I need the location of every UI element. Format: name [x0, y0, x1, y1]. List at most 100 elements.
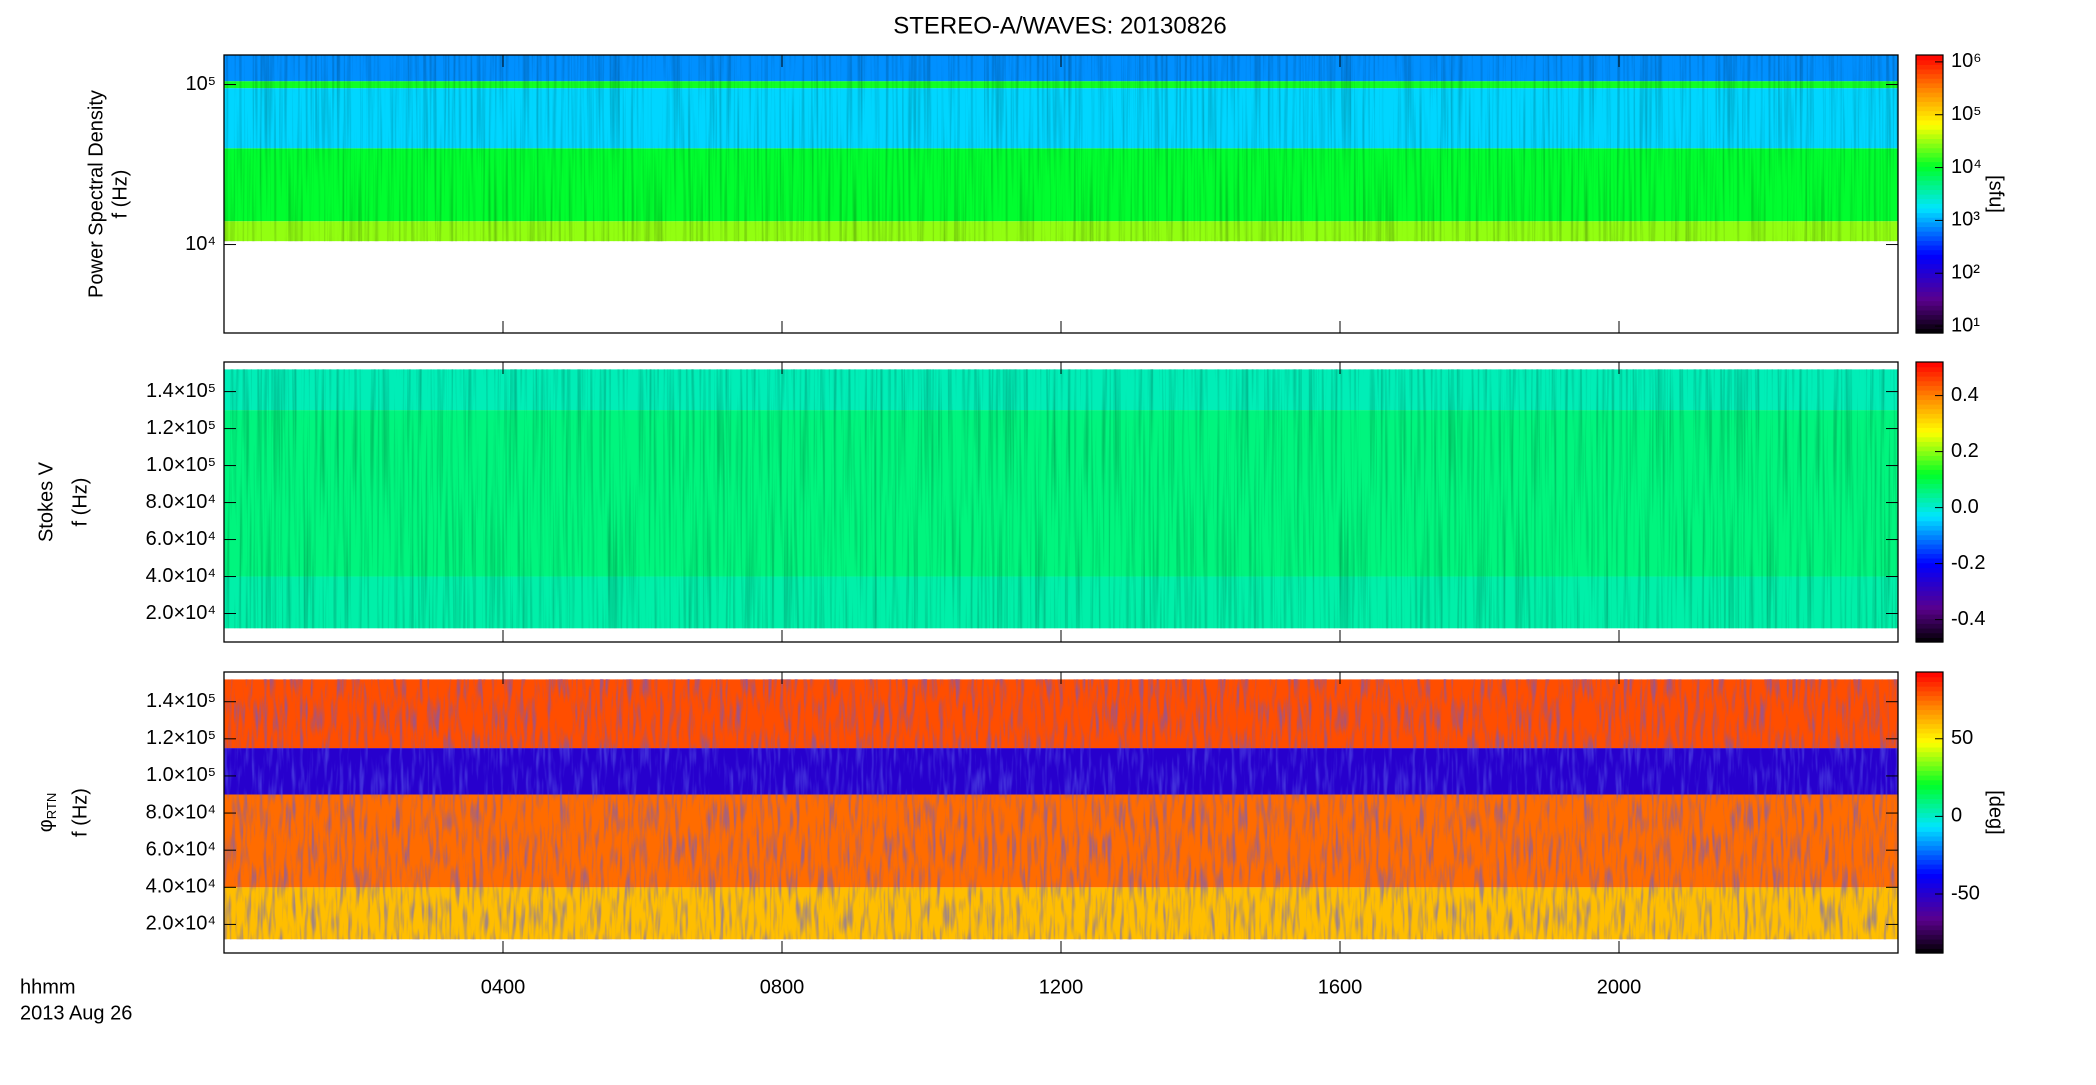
- colorbar-cell: [1916, 362, 1943, 368]
- title: STEREO-A/WAVES: 20130826: [893, 12, 1226, 39]
- x-tick-label: 2000: [1597, 976, 1642, 998]
- colorbar-cell: [1916, 637, 1943, 643]
- y-tick-label: 4.0×10⁴: [146, 876, 216, 898]
- colorbar-cell: [1916, 686, 1943, 692]
- colorbar-cell: [1916, 212, 1943, 218]
- colorbar-cell: [1916, 623, 1943, 629]
- colorbar-cell: [1916, 878, 1943, 884]
- colorbar-cell: [1916, 751, 1943, 757]
- colorbar-cell: [1916, 170, 1943, 177]
- date-label: 2013 Aug 26: [20, 1002, 132, 1024]
- colorbar-cell: [1916, 323, 1943, 329]
- colorbar-tick-label: 0.2: [1951, 440, 1979, 462]
- y-tick-label: 1.2×10⁵: [146, 417, 216, 439]
- colorbar-cell: [1916, 695, 1943, 701]
- colorbar-cell: [1916, 553, 1943, 559]
- colorbar-cell: [1916, 119, 1943, 126]
- colorbar-cell: [1916, 502, 1943, 508]
- colorbar-cell: [1916, 124, 1943, 130]
- y-tick-label: 10⁴: [185, 233, 216, 255]
- colorbar-cell: [1916, 478, 1943, 484]
- colorbar-cell: [1916, 492, 1943, 498]
- colorbar-cell: [1916, 910, 1943, 917]
- colorbar-cell: [1916, 628, 1943, 634]
- colorbar-cell: [1916, 249, 1943, 255]
- colorbar-cell: [1916, 376, 1943, 382]
- colorbar-cell: [1916, 525, 1943, 531]
- colorbar-cell: [1916, 469, 1943, 475]
- y-tick-label: 6.0×10⁴: [146, 838, 216, 860]
- colorbar-cell: [1916, 929, 1943, 935]
- colorbar-cell: [1916, 737, 1943, 743]
- colorbar-tick-label: 10⁶: [1951, 50, 1981, 72]
- colorbar-cell: [1916, 681, 1943, 687]
- y-axis-subscript: RTN: [44, 793, 59, 819]
- colorbar-cell: [1916, 887, 1943, 893]
- colorbar-cell: [1916, 704, 1943, 711]
- colorbar-tick-label: -50: [1951, 882, 1980, 904]
- colorbar-cell: [1916, 567, 1943, 573]
- colorbar-cell: [1916, 235, 1943, 241]
- y-axis-title: φRTN: [35, 793, 59, 832]
- colorbar-cell: [1916, 371, 1943, 377]
- colorbar-cell: [1916, 709, 1943, 715]
- colorbar-cell: [1916, 217, 1943, 223]
- colorbar-cell: [1916, 105, 1943, 112]
- colorbar-cell: [1916, 82, 1943, 89]
- colorbar-cell: [1916, 110, 1943, 116]
- colorbar-cell: [1916, 943, 1943, 949]
- colorbar-cell: [1916, 934, 1943, 940]
- colorbar-cell: [1916, 277, 1943, 283]
- colorbar-cell: [1916, 784, 1943, 790]
- colorbar-cell: [1916, 835, 1943, 842]
- colorbar-cell: [1916, 460, 1943, 466]
- colorbar-cell: [1916, 226, 1943, 232]
- colorbar-tick-label: 10²: [1951, 262, 1980, 284]
- colorbar-cell: [1916, 64, 1943, 70]
- colorbar-cell: [1916, 672, 1943, 678]
- colorbar-cell: [1916, 152, 1943, 158]
- colorbar-cell: [1916, 590, 1943, 596]
- colorbar-label: [sfu]: [1985, 175, 2007, 213]
- colorbar-cell: [1916, 544, 1943, 550]
- colorbar-cell: [1916, 92, 1943, 98]
- colorbar-cell: [1916, 506, 1943, 512]
- colorbar-cell: [1916, 399, 1943, 405]
- y-axis-symbol: φ: [35, 819, 57, 832]
- colorbar-cell: [1916, 380, 1943, 386]
- colorbar-cell: [1916, 263, 1943, 269]
- colorbar-cell: [1916, 314, 1943, 320]
- colorbar-tick-label: 10⁴: [1951, 156, 1982, 178]
- colorbar-cell: [1916, 55, 1943, 61]
- colorbar-cell: [1916, 194, 1943, 200]
- colorbar-cell: [1916, 534, 1943, 540]
- colorbar-cell: [1916, 700, 1943, 706]
- colorbar-cell: [1916, 59, 1943, 65]
- colorbar-cell: [1916, 873, 1943, 879]
- colorbar-cell: [1916, 676, 1943, 682]
- colorbar-cell: [1916, 723, 1943, 729]
- colorbar-cell: [1916, 133, 1943, 139]
- colorbar-cell: [1916, 161, 1943, 167]
- colorbar-cell: [1916, 938, 1943, 945]
- colorbar-tick-label: 0.4: [1951, 384, 1979, 406]
- colorbar-cell: [1916, 309, 1943, 316]
- colorbar-tick-label: 0.0: [1951, 496, 1979, 518]
- colorbar-cell: [1916, 864, 1943, 870]
- colorbar-cell: [1916, 868, 1943, 874]
- colorbar-cell: [1916, 295, 1943, 302]
- y-axis-label: f (Hz): [109, 170, 131, 219]
- colorbar-cell: [1916, 756, 1943, 762]
- colorbar-cell: [1916, 390, 1943, 396]
- colorbar-cell: [1916, 115, 1943, 121]
- colorbar-cell: [1916, 892, 1943, 898]
- x-tick-label: 0800: [760, 976, 805, 998]
- colorbar-cell: [1916, 221, 1943, 228]
- colorbar-cell: [1916, 240, 1943, 246]
- colorbar-tick-label: 10¹: [1951, 314, 1980, 336]
- colorbar-cell: [1916, 576, 1943, 582]
- colorbar-cell: [1916, 760, 1943, 767]
- colorbar-cell: [1916, 831, 1943, 837]
- y-tick-label: 2.0×10⁴: [146, 913, 216, 935]
- colorbar-cell: [1916, 821, 1943, 828]
